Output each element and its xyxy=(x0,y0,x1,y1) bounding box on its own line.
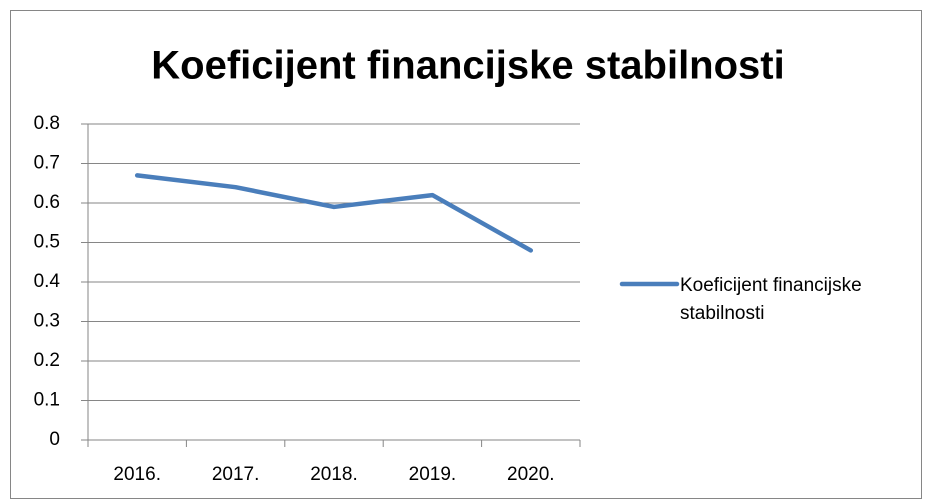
y-tick-label: 0.4 xyxy=(34,271,61,292)
y-tick-label: 0.1 xyxy=(34,390,60,411)
y-tick-label: 0 xyxy=(49,429,60,450)
x-tick-label: 2018. xyxy=(310,464,358,485)
y-tick-label: 0.3 xyxy=(34,311,60,332)
chart-title: Koeficijent financijske stabilnosti xyxy=(151,44,784,88)
x-tick-label: 2020. xyxy=(507,464,555,485)
y-tick-label: 0.6 xyxy=(34,192,60,213)
y-tick-label: 0.7 xyxy=(34,153,60,174)
chart-border xyxy=(10,10,922,499)
y-tick-label: 0.8 xyxy=(34,113,60,134)
legend-label: Koeficijent financijske stabilnosti xyxy=(680,275,862,324)
y-tick-label: 0.5 xyxy=(34,232,60,253)
data-line xyxy=(134,173,534,253)
y-tick-label: 0.2 xyxy=(34,350,60,371)
x-tick-label: 2019. xyxy=(409,464,457,485)
x-tick-label: 2017. xyxy=(212,464,260,485)
x-tick-label: 2016. xyxy=(113,464,161,485)
